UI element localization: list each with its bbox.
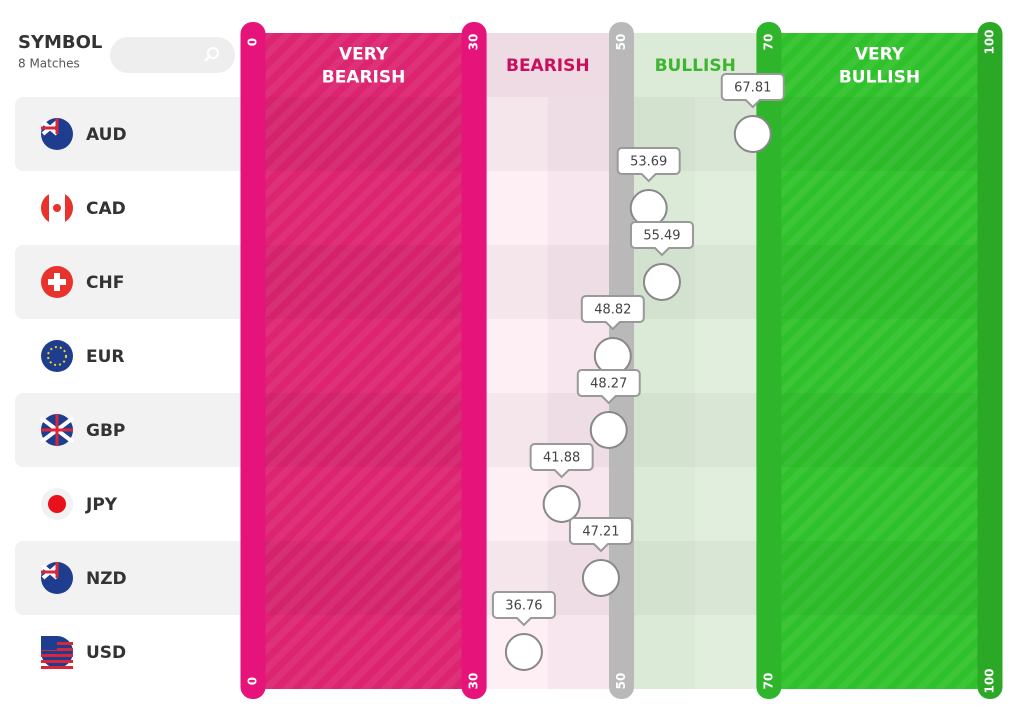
title: SYMBOL [18, 32, 102, 53]
flag [41, 192, 73, 224]
value-marker [629, 189, 668, 227]
zone-header [486, 33, 610, 97]
value-callout [616, 147, 681, 183]
flag-leaf [53, 204, 61, 212]
value-marker [733, 115, 772, 153]
tick-label: 30 [467, 34, 481, 51]
value-callout [580, 295, 645, 331]
tick-label: 100 [983, 29, 997, 54]
flag [41, 636, 73, 669]
flag [41, 340, 73, 372]
search-box[interactable] [110, 37, 235, 73]
symbol: CHF [86, 273, 124, 293]
value-label: 36.76 [505, 599, 542, 614]
flag [39, 414, 75, 446]
value-label: 55.49 [643, 229, 680, 244]
symbol: AUD [86, 125, 127, 145]
symbol: EUR [86, 347, 125, 367]
flag-stars [47, 346, 67, 366]
value-marker [589, 411, 628, 449]
scale-pillar [461, 22, 487, 699]
tick-label: 70 [761, 34, 775, 51]
scale-pillar [756, 22, 782, 699]
symbol: JPY [85, 495, 118, 515]
flag [41, 266, 73, 298]
scale-pillar [240, 22, 266, 699]
flag-sun [48, 495, 66, 513]
tick-label: 50 [614, 34, 628, 51]
zone-stripes [780, 33, 978, 689]
value-label: 67.81 [734, 81, 771, 96]
value-marker [504, 633, 543, 671]
value-label: 53.69 [630, 155, 667, 170]
tick-label: 50 [614, 673, 628, 690]
flag-base [41, 340, 73, 372]
row-background [15, 541, 255, 615]
flag [41, 118, 73, 150]
row-background [15, 97, 255, 171]
row-background [15, 245, 255, 319]
tick-label: 100 [983, 668, 997, 693]
value-marker [642, 263, 681, 301]
value-marker [593, 337, 632, 375]
search-icon [207, 47, 219, 59]
zone-label: VERY [339, 45, 389, 65]
zone-stripes [265, 33, 463, 689]
value-callout [576, 369, 641, 405]
zone-label: VERY [855, 45, 905, 65]
flag-cross [48, 279, 66, 285]
symbol: GBP [86, 421, 125, 441]
flag-stripe [41, 654, 73, 657]
value-label: 48.82 [594, 303, 631, 318]
symbol: NZD [86, 569, 127, 589]
value-label: 41.88 [543, 451, 580, 466]
tick-label: 30 [467, 673, 481, 690]
value-marker [542, 485, 581, 523]
value-callout [629, 221, 694, 257]
tick-label: 70 [761, 673, 775, 690]
value-label: 47.21 [582, 525, 619, 540]
zone-label: BEARISH [506, 56, 590, 76]
value-callout [568, 517, 633, 553]
flag-cross [41, 118, 59, 134]
row-background [15, 393, 255, 467]
flag-cross [41, 562, 59, 578]
flag-canton [41, 636, 57, 650]
flag-stripe [41, 666, 73, 669]
symbol: USD [86, 643, 126, 663]
flag-stripe [41, 660, 73, 663]
scale-pillar [977, 22, 1003, 699]
search-icon [204, 56, 210, 62]
value-marker [581, 559, 620, 597]
value-callout [720, 73, 785, 109]
tick-label: 0 [246, 38, 260, 46]
tick-label: 0 [246, 677, 260, 685]
symbol: CAD [86, 199, 126, 219]
zone-column [486, 97, 548, 689]
zone-label: BULLISH [839, 68, 920, 88]
flag [41, 488, 73, 520]
zone-label: BULLISH [655, 56, 736, 76]
value-callout [529, 443, 594, 479]
subtitle: 8 Matches [18, 57, 80, 71]
value-callout [491, 591, 556, 627]
zone-label: BEARISH [322, 68, 406, 88]
flag [41, 562, 73, 594]
flag-cross [41, 414, 73, 446]
value-label: 48.27 [590, 377, 627, 392]
